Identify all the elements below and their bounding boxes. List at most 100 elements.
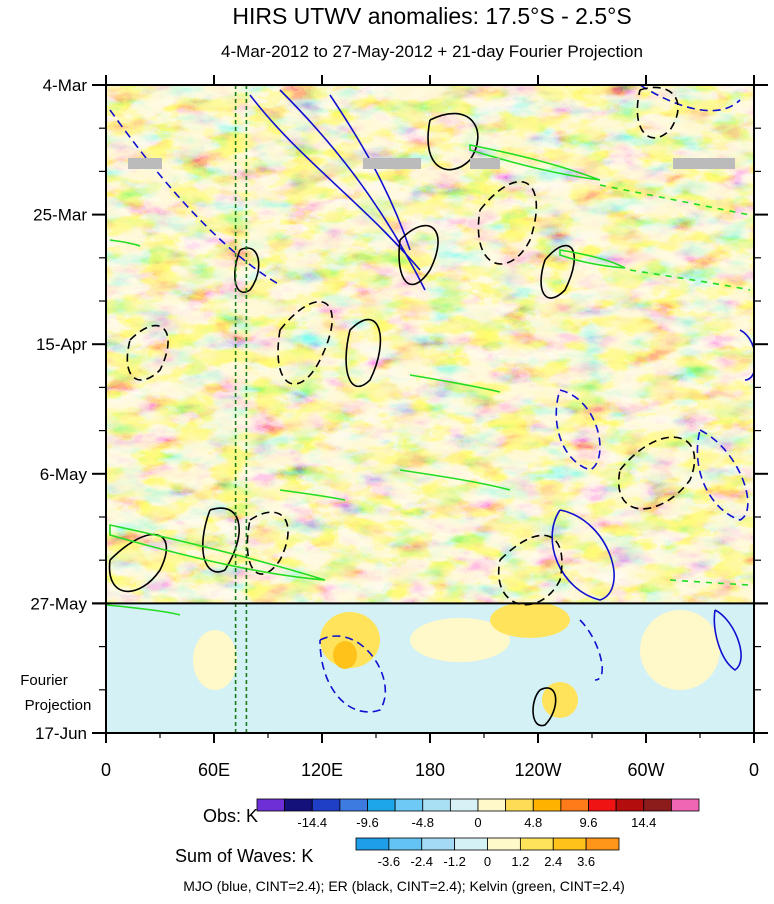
er-dashed-5 (246, 511, 289, 575)
colorbar-swatch (422, 798, 451, 812)
er-contour-7 (532, 687, 557, 727)
colorbar-swatch (487, 837, 521, 851)
x-tick-label: 60E (198, 760, 230, 780)
kelvin-contour-3 (559, 249, 626, 269)
er-contour-2 (345, 318, 382, 387)
missing-data-bar (363, 158, 421, 169)
colorbar-swatch (560, 798, 589, 812)
observation-anomaly-pattern (106, 85, 754, 603)
colorbar-tick-label: 0 (474, 815, 481, 830)
er-dashed-4 (497, 534, 563, 606)
y-tick-label: 4-Mar (43, 76, 88, 95)
mjo-dashed-3 (696, 429, 749, 521)
reference-longitude-lines (234, 85, 248, 733)
kelvin-contour-2 (469, 144, 601, 181)
colorbar-tick-label: -1.2 (443, 854, 465, 869)
er-dashed-7 (126, 324, 169, 381)
colorbar-tick-label: 4.8 (524, 815, 542, 830)
kelvin-contour-1 (109, 524, 326, 581)
colorbar-swatch (394, 798, 424, 812)
x-axis: 0 60E 120E 180 120W 60W 0 (101, 75, 759, 780)
mjo-contour-6 (713, 609, 742, 671)
er-dashed-1 (277, 300, 333, 385)
missing-data-bar (128, 158, 162, 169)
er-dashed-3 (617, 436, 696, 510)
colorbar-swatch (670, 798, 700, 812)
colorbar-tick-label: 9.6 (579, 815, 597, 830)
waves-colorbar: -3.6 -2.4 -1.2 0 1.2 2.4 3.6 (355, 837, 620, 869)
mjo-dashed-6 (639, 85, 741, 112)
waves-colorbar-label: Sum of Waves: K (175, 846, 313, 866)
mjo-contour-5 (739, 329, 754, 381)
x-tick-label: 60W (627, 760, 664, 780)
er-contour-6 (202, 507, 240, 573)
chart-title: HIRS UTWV anomalies: 17.5°S - 2.5°S (232, 3, 631, 29)
colorbar-tick-label: 0 (484, 854, 491, 869)
colorbar-swatch (532, 798, 562, 812)
colorbar-swatch (552, 837, 587, 851)
colorbar-swatch (505, 798, 534, 812)
missing-data-bar (470, 158, 500, 169)
colorbar-swatch (615, 798, 645, 812)
x-tick-label: 120E (301, 760, 343, 780)
x-tick-label: 0 (101, 760, 111, 780)
colorbar-tick-label: -2.4 (411, 854, 433, 869)
projection-anomaly-blobs (193, 602, 720, 718)
colorbar-tick-label: -4.8 (412, 815, 434, 830)
kelvin-contours (106, 144, 751, 616)
y-axis: 4-Mar 25-Mar 15-Apr 6-May 27-May 17-Jun (30, 76, 768, 743)
chart-footnote: MJO (blue, CINT=2.4); ER (black, CINT=2.… (183, 878, 625, 894)
forecast-label-line1: Fourier (20, 672, 68, 689)
mjo-dashed-4 (319, 635, 386, 713)
forecast-label-line2: Projection (25, 697, 92, 714)
er-contour-4 (540, 244, 575, 299)
colorbar-tick-label: -3.6 (378, 854, 400, 869)
mjo-contour-1 (249, 94, 421, 271)
obs-colorbar: -14.4 -9.6 -4.8 0 4.8 9.6 14.4 (256, 798, 700, 830)
er-contours (108, 86, 696, 727)
colorbar-tick-label: 1.2 (511, 854, 529, 869)
colorbar-swatch (388, 837, 423, 851)
mjo-dashed-1 (109, 109, 281, 286)
colorbar-swatch (339, 798, 368, 812)
colorbar-tick-label: 3.6 (577, 854, 595, 869)
colorbar-tick-label: 2.4 (544, 854, 562, 869)
kelvin-contour-4 (409, 374, 501, 393)
colorbar-swatch (449, 798, 479, 812)
colorbar-swatch (588, 798, 617, 812)
er-contour-8 (234, 247, 260, 293)
mjo-dashed-2 (555, 389, 601, 471)
kelvin-contour-9 (629, 269, 751, 291)
x-tick-label: 0 (749, 760, 759, 780)
x-tick-label: 180 (415, 760, 445, 780)
kelvin-contour-11 (106, 604, 181, 616)
colorbar-swatch (311, 798, 341, 812)
y-tick-label: 6-May (40, 465, 88, 484)
y-tick-label: 25-Mar (33, 206, 87, 225)
colorbar-swatch (477, 798, 507, 812)
kelvin-contour-5 (399, 469, 511, 491)
er-dashed-6 (636, 86, 679, 139)
er-contour-5 (108, 533, 168, 593)
kelvin-contour-6 (109, 239, 141, 247)
colorbar-swatch (643, 798, 672, 812)
kelvin-contour-10 (669, 579, 751, 586)
y-tick-label: 27-May (30, 594, 87, 613)
colorbar-swatch (421, 837, 456, 851)
y-tick-label: 17-Jun (35, 724, 87, 743)
colorbar-swatch (284, 798, 313, 812)
colorbar-tick-label: -9.6 (356, 815, 378, 830)
mjo-contour-2 (279, 89, 426, 291)
missing-data-bars (128, 158, 735, 169)
kelvin-contour-8 (599, 184, 751, 216)
colorbar-swatch (454, 837, 488, 851)
x-tick-label: 120W (514, 760, 561, 780)
kelvin-contour-7 (279, 489, 346, 501)
y-tick-label: 15-Apr (36, 335, 87, 354)
wave-contours (106, 85, 754, 727)
er-dashed-2 (477, 180, 538, 265)
mjo-contour-4 (551, 509, 615, 601)
chart-subtitle: 4-Mar-2012 to 27-May-2012 + 21-day Fouri… (221, 42, 643, 61)
colorbar-swatch (585, 837, 620, 851)
